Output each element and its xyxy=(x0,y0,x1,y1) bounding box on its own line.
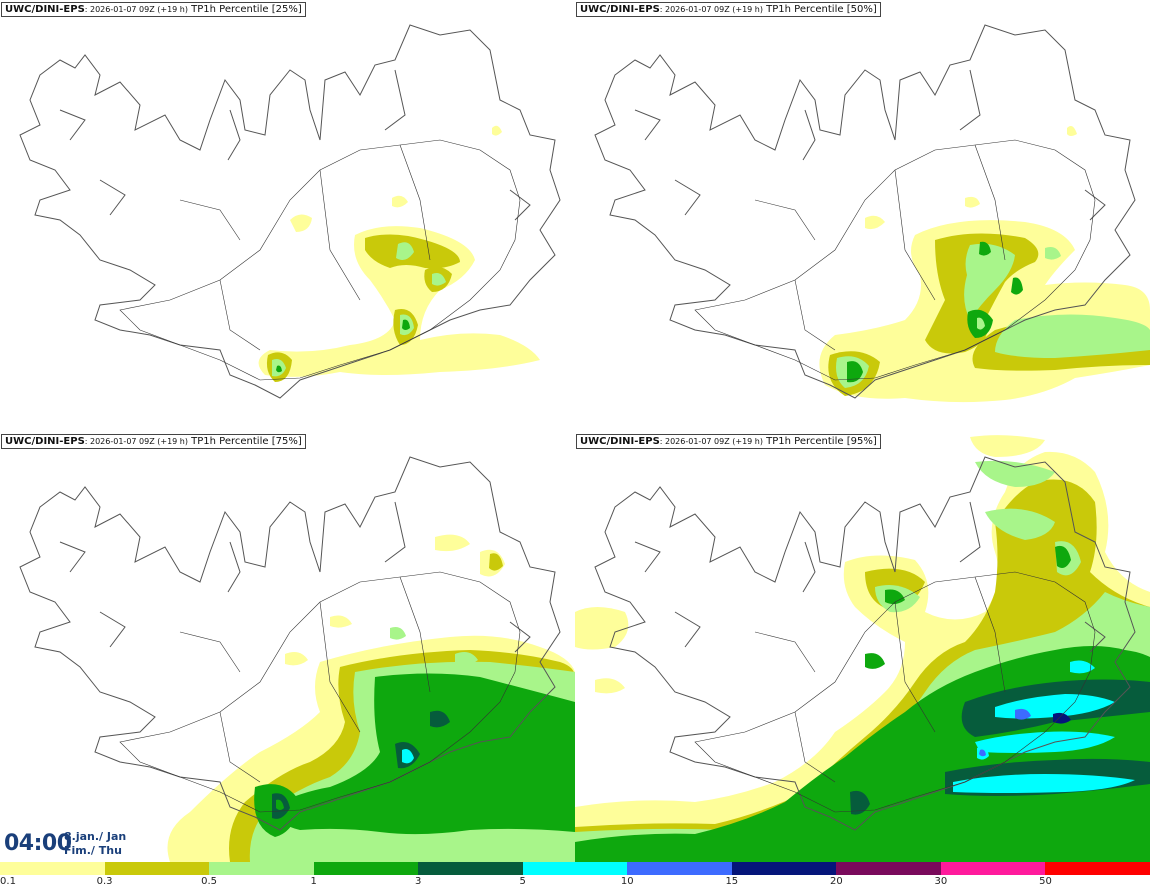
model-name: UWC/DINI-EPS xyxy=(580,4,660,15)
precip-map xyxy=(594,24,1150,403)
colorbar-label: 20 xyxy=(829,876,843,887)
field-label: TP1h Percentile [50%] xyxy=(762,4,877,15)
colorbar-label: 0.1 xyxy=(0,876,16,887)
colorbar-swatch xyxy=(1045,862,1150,875)
coastline xyxy=(19,24,561,399)
map-panel-p25: UWC/DINI-EPS: 2026-01-07 09Z (+19 h) TP1… xyxy=(0,0,575,430)
colorbar-swatch xyxy=(940,862,1046,875)
colorbar-swatch xyxy=(627,862,732,875)
colorbar-label: 1 xyxy=(310,876,317,887)
colorbar-swatch xyxy=(522,862,628,875)
map-panel-p75: UWC/DINI-EPS: 2026-01-07 09Z (+19 h) TP1… xyxy=(0,432,575,862)
run-time: : 2026-01-07 09Z (+19 h) xyxy=(84,437,188,446)
model-name: UWC/DINI-EPS xyxy=(5,4,85,15)
field-label: TP1h Percentile [95%] xyxy=(762,436,877,447)
precip-map xyxy=(575,435,1150,862)
run-time: : 2026-01-07 09Z (+19 h) xyxy=(659,5,763,14)
precip-layer xyxy=(167,534,575,862)
colorbar-swatch xyxy=(418,862,523,875)
map-panel-p95: UWC/DINI-EPS: 2026-01-07 09Z (+19 h) TP1… xyxy=(575,432,1150,862)
colorbar-label: 0.3 xyxy=(96,876,113,887)
colorbar-label: 5 xyxy=(519,876,526,887)
valid-time-date: 8.jan./ Jan Fim./ Thu xyxy=(64,830,126,858)
colorbar-label: 50 xyxy=(1039,876,1052,887)
colorbar-swatch xyxy=(209,862,314,875)
colorbar-label: 0.5 xyxy=(201,876,218,887)
field-label: TP1h Percentile [25%] xyxy=(187,4,302,15)
day-line: Fim./ Thu xyxy=(64,844,122,857)
road-network xyxy=(694,571,1096,813)
colorbar-swatch xyxy=(836,862,941,875)
road-network xyxy=(119,139,521,381)
precip-layer xyxy=(258,125,540,382)
precip-layer xyxy=(575,435,1150,862)
coastline xyxy=(594,24,1136,399)
colorbar-labels: 0.1 0.3 0.5 1 3 5 10 15 20 30 50 xyxy=(0,876,1150,890)
colorbar-swatch xyxy=(313,862,419,875)
run-time: : 2026-01-07 09Z (+19 h) xyxy=(84,5,188,14)
map-panel-p50: UWC/DINI-EPS: 2026-01-07 09Z (+19 h) TP1… xyxy=(575,0,1150,430)
precip-colorbar xyxy=(0,862,1150,875)
valid-time-box: 04:00 8.jan./ Jan Fim./ Thu xyxy=(0,826,132,862)
colorbar-label: 3 xyxy=(414,876,422,887)
run-time: : 2026-01-07 09Z (+19 h) xyxy=(659,437,763,446)
colorbar-label: 10 xyxy=(620,876,634,887)
road-network xyxy=(119,571,521,813)
model-name: UWC/DINI-EPS xyxy=(580,436,660,447)
colorbar-swatch xyxy=(0,862,105,875)
precip-map xyxy=(19,24,561,399)
panel-title: UWC/DINI-EPS: 2026-01-07 09Z (+19 h) TP1… xyxy=(1,2,306,17)
field-label: TP1h Percentile [75%] xyxy=(187,436,302,447)
road-network xyxy=(694,139,1096,381)
panel-title: UWC/DINI-EPS: 2026-01-07 09Z (+19 h) TP1… xyxy=(1,434,306,449)
panel-title: UWC/DINI-EPS: 2026-01-07 09Z (+19 h) TP1… xyxy=(576,2,881,17)
valid-time-clock: 04:00 xyxy=(4,831,72,856)
panel-title: UWC/DINI-EPS: 2026-01-07 09Z (+19 h) TP1… xyxy=(576,434,881,449)
colorbar-label: 30 xyxy=(934,876,948,887)
precip-layer xyxy=(819,126,1150,403)
date-line: 8.jan./ Jan xyxy=(64,830,127,843)
colorbar-swatch xyxy=(731,862,837,875)
coastline xyxy=(19,456,561,831)
coastline xyxy=(594,456,1136,831)
model-name: UWC/DINI-EPS xyxy=(5,436,85,447)
colorbar-label: 15 xyxy=(725,876,739,887)
colorbar-swatch xyxy=(104,862,210,875)
precip-map xyxy=(19,456,575,862)
